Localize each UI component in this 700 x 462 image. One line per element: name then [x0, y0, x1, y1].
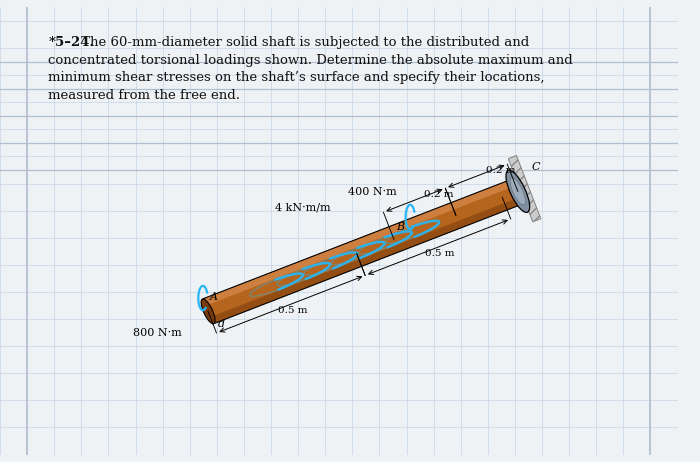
Text: 800 N·m: 800 N·m — [134, 328, 182, 338]
Polygon shape — [508, 156, 541, 222]
Text: 0.5 m: 0.5 m — [425, 249, 454, 258]
Ellipse shape — [201, 299, 215, 324]
Text: 0.2 m: 0.2 m — [486, 166, 515, 175]
Text: 0.2 m: 0.2 m — [424, 190, 454, 199]
Text: B: B — [396, 222, 404, 231]
Text: concentrated torsional loadings shown. Determine the absolute maximum and: concentrated torsional loadings shown. D… — [48, 54, 573, 67]
Text: The 60-mm-diameter solid shaft is subjected to the distributed and: The 60-mm-diameter solid shaft is subjec… — [78, 36, 530, 49]
Text: *5–24.: *5–24. — [48, 36, 94, 49]
Polygon shape — [210, 197, 523, 324]
Text: C: C — [531, 162, 540, 172]
Ellipse shape — [510, 178, 526, 205]
Polygon shape — [203, 179, 516, 306]
Polygon shape — [203, 179, 523, 324]
Ellipse shape — [506, 170, 530, 213]
Text: 400 N·m: 400 N·m — [348, 187, 397, 197]
Text: d: d — [218, 319, 225, 329]
Text: A: A — [210, 292, 218, 302]
Text: 4 kN·m/m: 4 kN·m/m — [274, 202, 330, 213]
Text: minimum shear stresses on the shaft’s surface and specify their locations,: minimum shear stresses on the shaft’s su… — [48, 71, 545, 84]
Text: measured from the free end.: measured from the free end. — [48, 89, 240, 102]
Text: 0.5 m: 0.5 m — [278, 306, 307, 316]
